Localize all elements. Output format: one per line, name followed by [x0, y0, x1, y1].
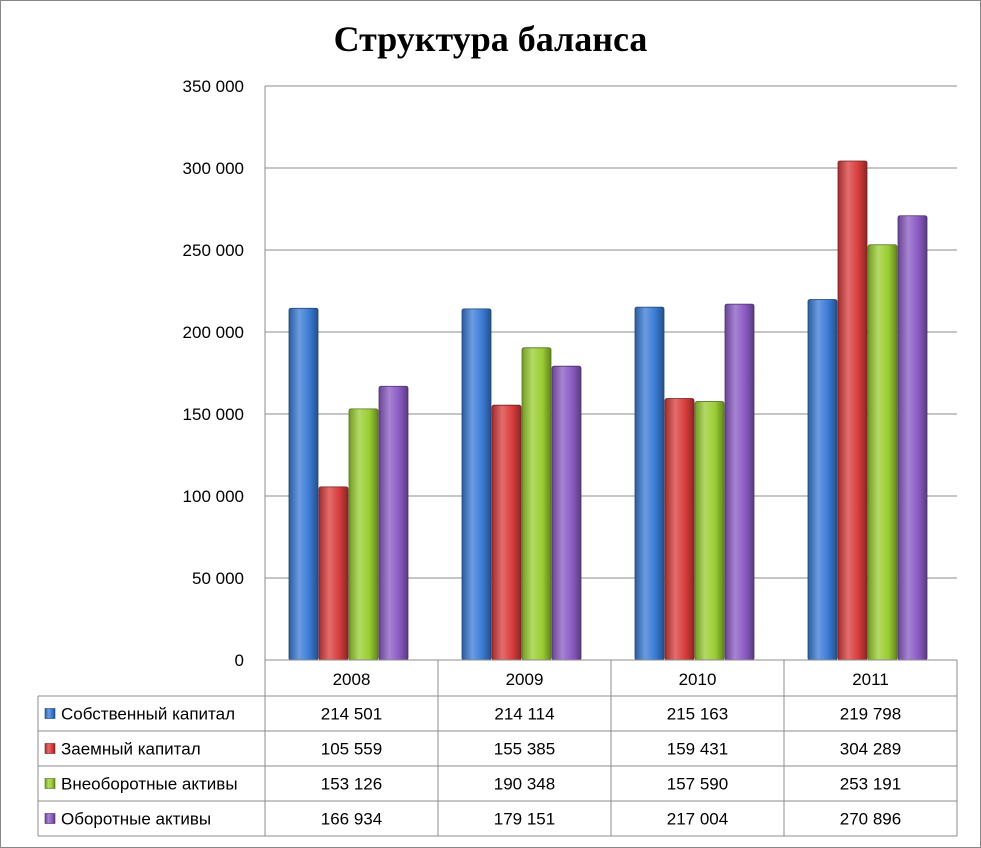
- data-label: 253 191: [840, 775, 901, 794]
- data-label: 214 114: [494, 705, 554, 724]
- bar-1-2008: [288, 307, 319, 661]
- y-tick-label: 200 000: [183, 323, 244, 342]
- bar-4-2011: [897, 215, 928, 661]
- bar-2-2009: [491, 404, 522, 661]
- legend-key-4: [44, 813, 56, 824]
- series-name-label: Внеоборотные активы: [61, 775, 238, 794]
- data-label: 304 289: [840, 740, 901, 759]
- bar-2-2011: [837, 160, 868, 661]
- data-label: 105 559: [321, 740, 382, 759]
- data-label: 179 151: [494, 810, 555, 829]
- y-tick-label: 150 000: [183, 405, 244, 424]
- y-tick-label: 250 000: [183, 241, 244, 260]
- data-label: 166 934: [321, 810, 382, 829]
- bar-2-2008: [318, 486, 349, 661]
- data-label: 157 590: [667, 775, 728, 794]
- bar-1-2011: [807, 299, 838, 661]
- bar-1-2010: [634, 306, 665, 661]
- data-label: 219 798: [840, 705, 901, 724]
- x-category-label: 2010: [679, 670, 717, 689]
- series-name-label: Собственный капитал: [61, 705, 235, 724]
- bar-3-2011: [867, 244, 898, 661]
- chart-title: Структура баланса: [333, 19, 648, 59]
- legend-key-1: [44, 708, 56, 719]
- y-tick-label: 100 000: [183, 487, 244, 506]
- data-label: 159 431: [667, 740, 728, 759]
- data-label: 190 348: [494, 775, 555, 794]
- bar-2-2010: [664, 398, 695, 661]
- y-tick-label: 350 000: [183, 77, 244, 96]
- x-category-label: 2008: [333, 670, 371, 689]
- data-label: 155 385: [494, 740, 555, 759]
- data-label: 214 501: [321, 705, 382, 724]
- bar-1-2009: [461, 308, 492, 661]
- bar-4-2009: [551, 365, 582, 661]
- x-category-label: 2009: [506, 670, 544, 689]
- y-tick-label: 0: [235, 651, 244, 670]
- data-label: 215 163: [667, 705, 728, 724]
- series-name-label: Оборотные активы: [61, 810, 211, 829]
- y-tick-label: 50 000: [192, 569, 244, 588]
- bar-4-2008: [378, 385, 409, 661]
- legend-key-2: [44, 743, 56, 754]
- bar-4-2010: [724, 303, 755, 661]
- series-name-label: Заемный капитал: [61, 740, 201, 759]
- data-label: 217 004: [667, 810, 728, 829]
- x-category-label: 2011: [852, 670, 889, 689]
- y-tick-label: 300 000: [183, 159, 244, 178]
- bar-3-2010: [694, 401, 725, 661]
- data-label: 153 126: [321, 775, 382, 794]
- data-label: 270 896: [840, 810, 901, 829]
- legend-key-3: [44, 778, 56, 789]
- bar-3-2008: [348, 408, 379, 661]
- bar-3-2009: [521, 347, 552, 661]
